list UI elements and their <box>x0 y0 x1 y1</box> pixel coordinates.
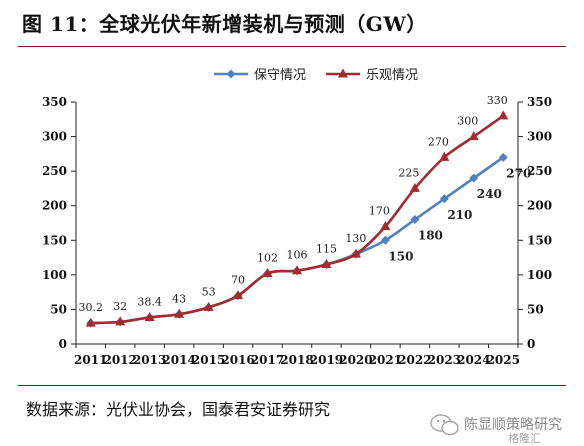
x-tick-label: 2014 <box>162 353 195 367</box>
conservative-point <box>469 173 479 183</box>
left-y-tick-label: 200 <box>42 199 67 213</box>
conservative-point <box>380 235 390 245</box>
optimistic-data-label: 115 <box>316 242 337 255</box>
optimistic-point <box>174 308 185 318</box>
right-y-tick-label: 300 <box>527 130 552 144</box>
x-tick-label: 2020 <box>339 353 372 367</box>
x-tick-label: 2025 <box>487 353 520 367</box>
conservative-data-label: 150 <box>388 249 413 263</box>
conservative-point <box>498 152 508 162</box>
source-divider <box>18 385 566 386</box>
right-y-tick-label: 150 <box>527 233 552 247</box>
x-tick-label: 2024 <box>457 353 490 367</box>
optimistic-data-label: 330 <box>487 94 508 107</box>
wechat-icon <box>430 414 459 436</box>
figure-title: 图 11：全球光伏年新增装机与预测（GW） <box>22 12 427 36</box>
right-y-tick-label: 50 <box>527 302 544 316</box>
title-bar: 图 11：全球光伏年新增装机与预测（GW） <box>18 0 566 47</box>
legend-marker-optimistic <box>338 68 348 78</box>
left-y-tick-label: 100 <box>42 268 67 282</box>
optimistic-point <box>468 131 479 141</box>
chart-series <box>85 110 509 328</box>
chart-data-labels: 30.2 32 38.4 43 53 70 102 106 115 130 170 225 270 300… <box>78 94 531 314</box>
conservative-data-label: 180 <box>418 229 443 243</box>
watermark: 陈显顺策略研究 格隆汇 <box>430 410 580 445</box>
x-tick-label: 2017 <box>251 353 284 367</box>
left-y-tick-label: 250 <box>42 164 67 178</box>
conservative-data-label: 240 <box>477 187 502 201</box>
optimistic-data-label: 270 <box>428 135 449 148</box>
optimistic-point <box>380 220 391 230</box>
x-tick-label: 2016 <box>221 353 254 367</box>
optimistic-data-label: 53 <box>202 285 216 298</box>
optimistic-data-label: 300 <box>457 115 478 128</box>
right-y-tick-label: 0 <box>527 337 535 351</box>
x-tick-label: 2023 <box>428 353 461 367</box>
optimistic-point <box>262 267 273 277</box>
left-y-tick-label: 150 <box>42 233 67 247</box>
conservative-data-label: 270 <box>506 166 531 180</box>
right-y-tick-label: 100 <box>527 268 552 282</box>
left-y-tick-label: 300 <box>42 130 67 144</box>
legend-marker-conservative <box>226 69 236 79</box>
optimistic-data-label: 70 <box>231 274 245 287</box>
x-tick-label: 2013 <box>133 353 166 367</box>
right-y-tick-label: 350 <box>527 95 552 109</box>
x-tick-label: 2021 <box>369 353 402 367</box>
left-y-tick-label: 50 <box>50 302 67 316</box>
legend-label-optimistic: 乐观情况 <box>366 68 418 83</box>
conservative-point <box>410 215 420 225</box>
x-tick-label: 2012 <box>103 353 136 367</box>
optimistic-data-label: 130 <box>345 232 366 245</box>
optimistic-data-label: 38.4 <box>137 295 162 308</box>
optimistic-point <box>350 248 361 258</box>
x-tick-label: 2019 <box>310 353 343 367</box>
optimistic-point <box>292 265 302 275</box>
optimistic-point <box>85 317 96 327</box>
optimistic-data-label: 106 <box>287 249 308 262</box>
legend-label-conservative: 保守情况 <box>254 68 306 83</box>
conservative-point <box>439 194 449 204</box>
x-tick-label: 2015 <box>192 353 225 367</box>
optimistic-data-label: 43 <box>172 292 186 305</box>
conservative-data-label: 210 <box>447 208 472 222</box>
optimistic-data-label: 225 <box>398 166 419 179</box>
optimistic-data-label: 32 <box>113 300 127 313</box>
right-y-tick-label: 200 <box>527 199 552 213</box>
watermark-text: 陈显顺策略研究 <box>464 417 562 433</box>
optimistic-point <box>498 110 509 120</box>
optimistic-point <box>144 311 155 321</box>
optimistic-point <box>439 151 450 161</box>
x-tick-label: 2022 <box>398 353 431 367</box>
watermark-brand: 格隆汇 <box>508 432 541 445</box>
x-tick-label: 2018 <box>280 353 313 367</box>
optimistic-point <box>409 182 420 192</box>
chart-legend: 保守情况 乐观情况 <box>214 68 418 83</box>
optimistic-data-label: 102 <box>257 251 278 264</box>
optimistic-point <box>115 316 126 326</box>
right-y-tick-label: 250 <box>527 164 552 178</box>
optimistic-data-label: 30.2 <box>78 301 103 314</box>
optimistic-point <box>321 258 332 268</box>
data-source: 数据来源：光伏业协会，国泰君安证券研究 <box>26 400 331 419</box>
left-y-tick-label: 0 <box>59 337 67 351</box>
left-y-tick-label: 350 <box>42 95 67 109</box>
optimistic-data-label: 170 <box>369 204 390 217</box>
optimistic-point <box>203 301 214 311</box>
optimistic-point <box>233 290 244 300</box>
x-tick-label: 2011 <box>74 353 107 367</box>
